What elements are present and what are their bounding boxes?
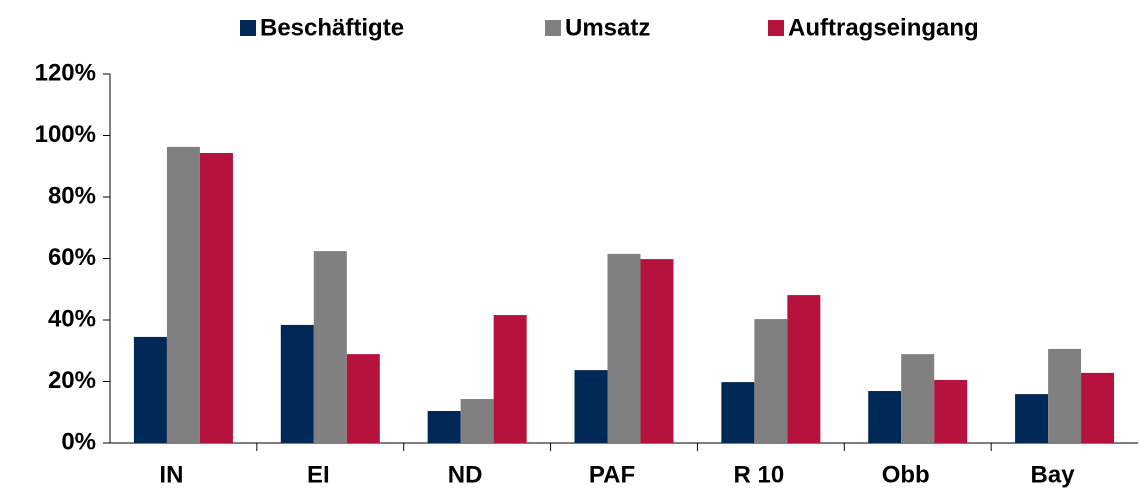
x-tick-label: R 10 xyxy=(734,461,785,488)
bar xyxy=(868,391,902,443)
x-tick-label: EI xyxy=(307,461,330,488)
bar xyxy=(901,354,935,443)
y-tick-label: 100% xyxy=(35,121,96,148)
bar xyxy=(166,146,200,443)
bar xyxy=(1048,348,1082,443)
x-tick-label: Bay xyxy=(1031,461,1076,488)
bar xyxy=(493,315,527,443)
y-tick-label: 120% xyxy=(35,59,96,86)
legend-label: Auftragseingang xyxy=(788,14,979,41)
y-tick-label: 0% xyxy=(61,428,96,455)
legend-label: Beschäftigte xyxy=(260,14,404,41)
bar xyxy=(460,399,494,443)
legend-swatch xyxy=(545,20,561,36)
x-tick-label: PAF xyxy=(589,461,635,488)
bar xyxy=(1081,372,1115,443)
bar xyxy=(934,379,968,443)
bar xyxy=(199,153,233,443)
y-tick-label: 60% xyxy=(48,244,96,271)
bar xyxy=(427,411,461,443)
x-tick-label: Obb xyxy=(882,461,930,488)
bar xyxy=(346,354,380,443)
x-tick-label: IN xyxy=(159,461,183,488)
bar xyxy=(640,259,674,443)
bar xyxy=(133,336,167,443)
legend-swatch xyxy=(768,20,784,36)
y-tick-label: 40% xyxy=(48,305,96,332)
bar xyxy=(280,324,314,443)
bar xyxy=(1015,394,1049,443)
bar xyxy=(754,319,788,443)
bar xyxy=(787,295,821,443)
y-tick-label: 20% xyxy=(48,367,96,394)
y-tick-label: 80% xyxy=(48,182,96,209)
legend-swatch xyxy=(240,20,256,36)
bar xyxy=(607,253,641,443)
bar xyxy=(721,382,755,443)
bar xyxy=(313,251,347,443)
legend-label: Umsatz xyxy=(565,14,650,41)
x-tick-label: ND xyxy=(448,461,483,488)
bar xyxy=(574,370,608,443)
